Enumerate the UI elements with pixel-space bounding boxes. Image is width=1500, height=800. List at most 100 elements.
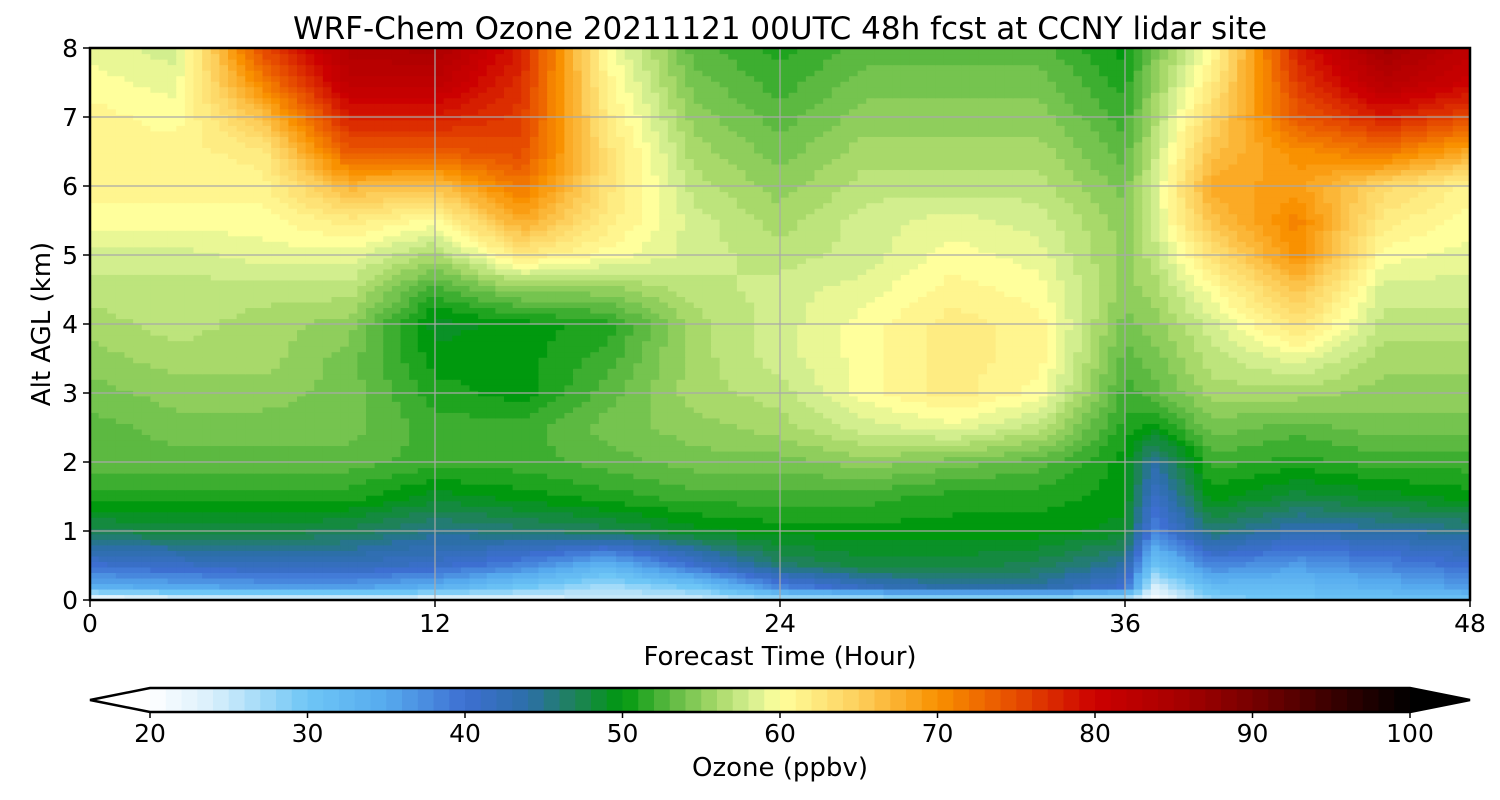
heatmap-cell bbox=[1245, 500, 1255, 507]
heatmap-cell bbox=[1271, 500, 1281, 507]
heatmap-cell bbox=[1297, 533, 1307, 540]
heatmap-cell bbox=[590, 539, 600, 546]
heatmap-cell bbox=[1202, 489, 1212, 496]
heatmap-cell bbox=[1168, 456, 1178, 463]
heatmap-cell bbox=[719, 588, 729, 596]
heatmap-cell bbox=[202, 594, 212, 600]
heatmap-cell bbox=[581, 434, 591, 441]
heatmap-cell bbox=[495, 566, 505, 573]
heatmap-cell bbox=[348, 506, 358, 513]
heatmap-cell bbox=[1426, 456, 1437, 463]
heatmap-cell bbox=[391, 544, 402, 551]
heatmap-cell bbox=[529, 550, 540, 557]
heatmap-cell bbox=[452, 489, 462, 496]
heatmap-cell bbox=[1392, 544, 1402, 551]
heatmap-cell bbox=[262, 544, 272, 551]
heatmap-cell bbox=[504, 588, 514, 596]
heatmap-cell bbox=[650, 544, 660, 551]
heatmap-cell bbox=[193, 500, 203, 507]
heatmap-cell bbox=[538, 473, 548, 480]
heatmap-cell bbox=[1245, 445, 1255, 452]
heatmap-cell bbox=[1081, 566, 1092, 573]
heatmap-cell bbox=[1056, 428, 1066, 435]
heatmap-cell bbox=[935, 539, 945, 546]
heatmap-cell bbox=[598, 489, 609, 496]
heatmap-cell bbox=[685, 555, 695, 562]
heatmap-cell bbox=[1211, 484, 1221, 491]
heatmap-cell bbox=[322, 428, 333, 435]
heatmap-cell bbox=[452, 428, 462, 435]
heatmap-cell bbox=[1021, 561, 1031, 568]
heatmap-cell bbox=[1323, 500, 1333, 507]
heatmap-cell bbox=[1340, 511, 1350, 518]
heatmap-cell bbox=[1012, 577, 1023, 585]
heatmap-cell bbox=[900, 555, 910, 562]
heatmap-cell bbox=[1056, 539, 1066, 546]
heatmap-cell bbox=[262, 539, 272, 546]
heatmap-cell bbox=[150, 588, 160, 596]
heatmap-cell bbox=[849, 583, 859, 590]
heatmap-cell bbox=[642, 555, 652, 562]
heatmap-cell bbox=[383, 428, 393, 435]
heatmap-cell bbox=[642, 533, 652, 540]
heatmap-cell bbox=[831, 577, 841, 585]
heatmap-cell bbox=[754, 522, 764, 529]
heatmap-cell bbox=[426, 473, 436, 480]
heatmap-cell bbox=[1288, 550, 1299, 557]
heatmap-cell bbox=[659, 484, 669, 491]
heatmap-cell bbox=[1435, 500, 1445, 507]
heatmap-cell bbox=[1254, 522, 1264, 529]
heatmap-cell bbox=[1314, 566, 1324, 573]
heatmap-cell bbox=[1064, 561, 1074, 568]
heatmap-cell bbox=[374, 434, 384, 441]
heatmap-cell bbox=[1099, 572, 1109, 579]
heatmap-cell bbox=[115, 434, 126, 441]
heatmap-cell bbox=[1254, 517, 1264, 524]
heatmap-cell bbox=[253, 555, 264, 562]
heatmap-cell bbox=[1409, 489, 1419, 496]
heatmap-cell bbox=[1332, 517, 1342, 524]
heatmap-cell bbox=[831, 473, 841, 480]
heatmap-cell bbox=[926, 428, 936, 435]
heatmap-cell bbox=[780, 489, 790, 496]
heatmap-cell bbox=[167, 588, 177, 596]
heatmap-cell bbox=[1288, 456, 1299, 463]
heatmap-cell bbox=[193, 544, 203, 551]
heatmap-cell bbox=[1073, 434, 1083, 441]
heatmap-cell bbox=[538, 467, 548, 474]
heatmap-cell bbox=[184, 439, 195, 447]
heatmap-cell bbox=[952, 555, 962, 562]
heatmap-cell bbox=[348, 428, 358, 435]
heatmap-cell bbox=[288, 577, 298, 585]
heatmap-cell bbox=[676, 544, 686, 551]
heatmap-cell bbox=[728, 561, 738, 568]
heatmap-cell bbox=[995, 450, 1005, 458]
heatmap-cell bbox=[926, 473, 936, 480]
heatmap-cell bbox=[245, 566, 255, 573]
heatmap-cell bbox=[322, 439, 333, 447]
heatmap-cell bbox=[426, 500, 436, 507]
heatmap-cell bbox=[1159, 511, 1169, 518]
heatmap-cell bbox=[245, 506, 255, 513]
heatmap-cell bbox=[711, 572, 721, 579]
heatmap-cell bbox=[1064, 500, 1074, 507]
heatmap-cell bbox=[141, 500, 151, 507]
heatmap-cell bbox=[995, 577, 1005, 585]
heatmap-cell bbox=[202, 467, 212, 474]
heatmap-cell bbox=[607, 489, 617, 496]
heatmap-cell bbox=[1056, 495, 1066, 502]
heatmap-cell bbox=[935, 450, 945, 458]
heatmap-cell bbox=[874, 456, 885, 463]
heatmap-cell bbox=[1297, 495, 1307, 502]
heatmap-cell bbox=[581, 572, 591, 579]
heatmap-cell bbox=[909, 428, 919, 435]
heatmap-cell bbox=[1047, 500, 1057, 507]
heatmap-cell bbox=[616, 583, 626, 590]
heatmap-cell bbox=[1202, 566, 1212, 573]
heatmap-cell bbox=[417, 428, 427, 435]
heatmap-cell bbox=[762, 517, 772, 524]
heatmap-cell bbox=[1202, 533, 1212, 540]
heatmap-cell bbox=[840, 588, 850, 596]
heatmap-cell bbox=[409, 495, 419, 502]
